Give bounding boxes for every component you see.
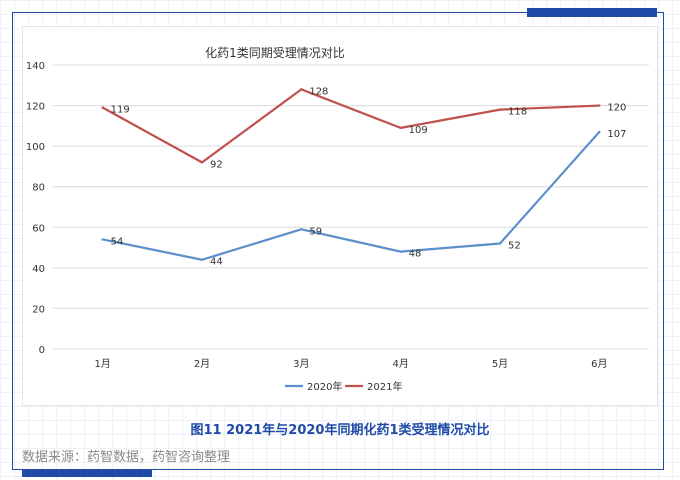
- x-tick-label: 6月: [591, 358, 607, 370]
- data-point: [300, 88, 303, 91]
- data-point: [598, 104, 601, 107]
- y-tick-label: 0: [39, 345, 45, 356]
- series-line-1: [102, 131, 601, 261]
- data-point: [498, 108, 502, 111]
- data-point: [101, 106, 104, 109]
- data-point: [101, 238, 104, 241]
- data-label: 119: [111, 105, 130, 116]
- y-tick-label: 20: [32, 304, 45, 315]
- accent-bar-bottom: [22, 470, 152, 477]
- data-point: [200, 161, 204, 164]
- data-label: 128: [309, 86, 328, 97]
- y-tick-label: 120: [26, 102, 45, 113]
- data-point: [498, 242, 502, 245]
- data-label: 109: [409, 125, 428, 136]
- x-tick-label: 4月: [392, 358, 408, 370]
- accent-bar-top: [527, 8, 657, 17]
- x-tick-label: 5月: [492, 358, 508, 370]
- line-chart: 化药1类同期受理情况对比 0 20 40 60 80 100 120 140 1月 2月 3月 4月…: [26, 46, 649, 393]
- outer-frame: [12, 12, 664, 470]
- data-point: [399, 126, 402, 130]
- data-point: [399, 250, 402, 253]
- data-label: 59: [309, 226, 322, 237]
- data-label: 54: [111, 236, 124, 247]
- y-tick-label: 100: [26, 142, 45, 153]
- y-tick-label: 60: [32, 223, 45, 234]
- data-point: [598, 130, 601, 134]
- x-tick-label: 3月: [293, 358, 309, 370]
- data-label: 44: [210, 257, 223, 268]
- data-point: [300, 228, 303, 231]
- legend-label: 2020年: [307, 380, 342, 393]
- y-tick-label: 80: [32, 183, 45, 194]
- data-label: 48: [409, 249, 422, 260]
- series-line-2: [102, 88, 600, 164]
- data-point: [200, 258, 204, 261]
- data-label: 107: [607, 129, 626, 140]
- x-tick-label: 2月: [194, 358, 210, 370]
- data-label: 92: [210, 159, 223, 170]
- data-label: 118: [508, 107, 527, 118]
- legend-label: 2021年: [367, 380, 402, 393]
- data-source: 数据来源：药智数据，药智咨询整理: [22, 450, 231, 465]
- chart-panel: 化药1类同期受理情况对比 0 20 40 60 80 100 120 140 1月 2月 3月 4月…: [22, 26, 658, 406]
- x-tick-label: 1月: [94, 358, 110, 370]
- chart-title: 化药1类同期受理情况对比: [205, 46, 345, 60]
- y-tick-label: 40: [32, 264, 45, 275]
- figure-caption: 图11 2021年与2020年同期化药1类受理情况对比: [190, 423, 490, 438]
- data-label: 52: [508, 241, 521, 252]
- y-tick-label: 140: [26, 61, 45, 72]
- data-label: 120: [607, 103, 626, 114]
